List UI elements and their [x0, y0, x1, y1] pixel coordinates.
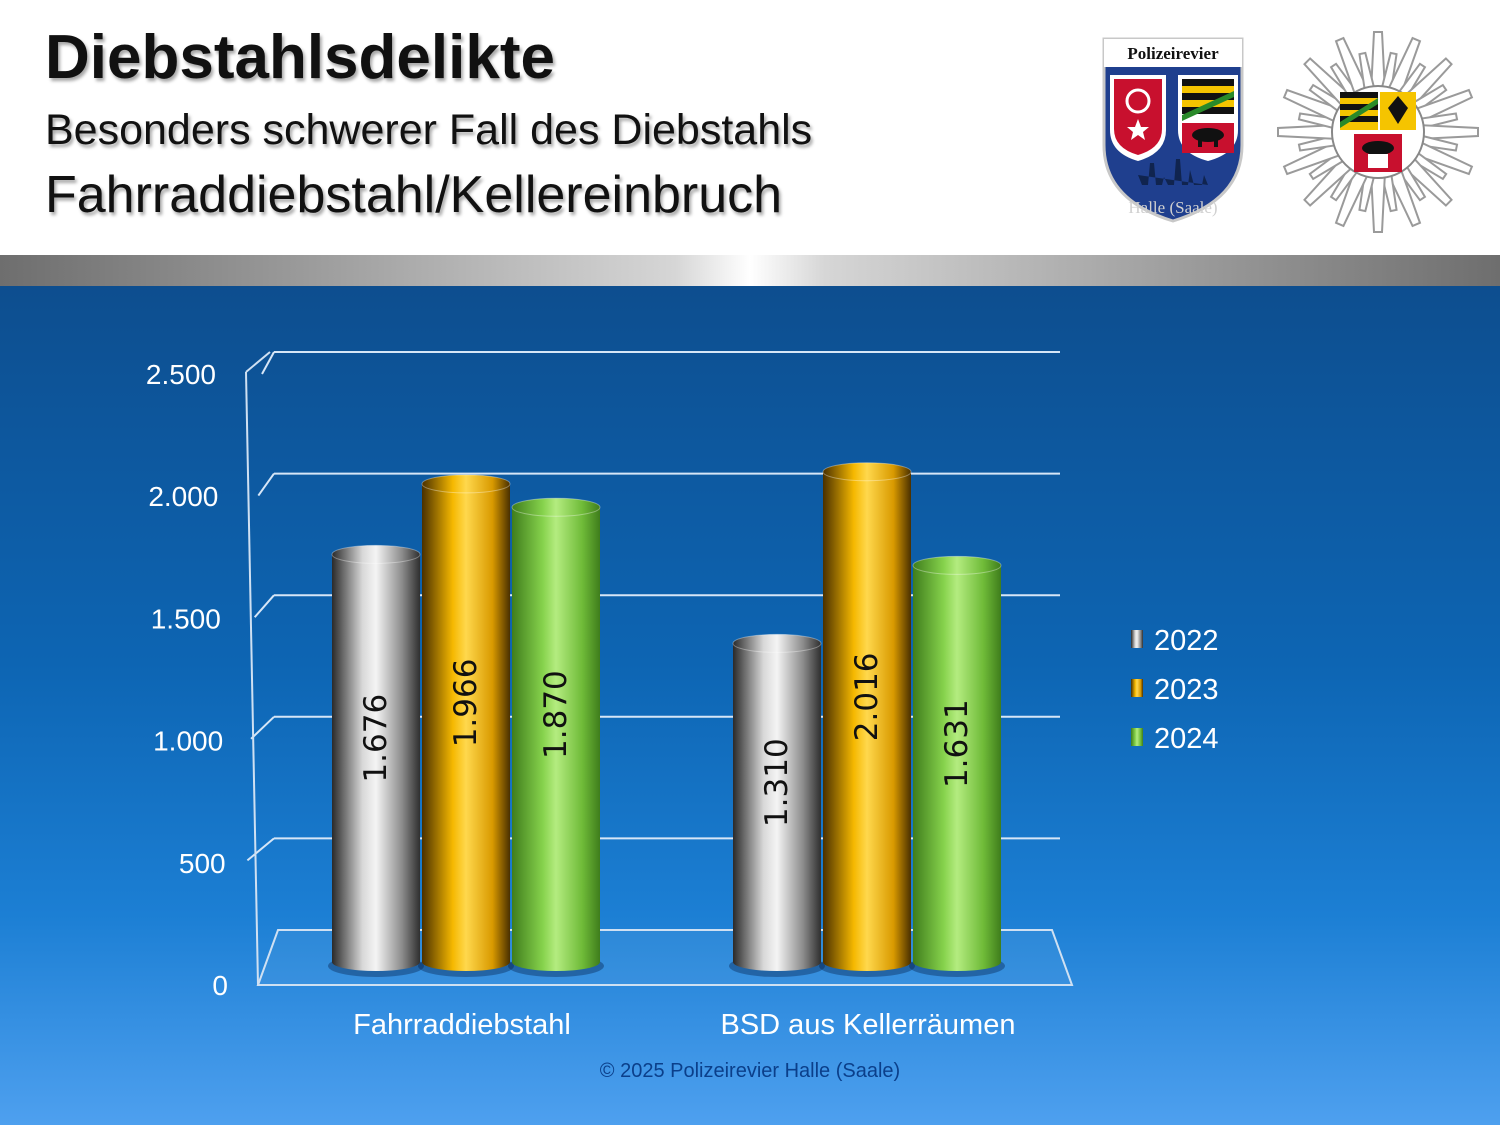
bar-top	[331, 544, 421, 564]
y-tick-label: 1.500	[151, 603, 221, 634]
bar: 1.631	[909, 555, 1005, 977]
police-star-logo	[1277, 31, 1479, 233]
subtitle-1: Besonders schwerer Fall des Diebstahls	[45, 106, 813, 154]
gridline-slant	[261, 351, 275, 375]
bar-value-label: 1.966	[448, 659, 484, 748]
shield-text-bottom: Halle (Saale)	[1128, 198, 1217, 217]
y-tick-label: 500	[179, 848, 226, 879]
bar: 2.016	[819, 462, 915, 977]
bar-value-label: 1.631	[939, 699, 975, 788]
y-tick-label: 2.000	[148, 481, 218, 512]
legend: 2022 2023 2024	[1131, 625, 1219, 755]
bar-top	[732, 633, 822, 653]
x-category-label: Fahrraddiebstahl	[353, 1009, 571, 1041]
gridline-slant	[257, 473, 275, 497]
bar-value-label: 1.870	[538, 670, 574, 759]
legend-label: 2023	[1154, 674, 1219, 706]
bar-body	[823, 471, 911, 971]
bar: 1.966	[418, 474, 514, 977]
bar-body	[332, 554, 420, 971]
header: Diebstahlsdelikte Besonders schwerer Fal…	[0, 0, 1500, 255]
legend-label: 2022	[1154, 625, 1219, 657]
shield-text-top: Polizeirevier	[1127, 44, 1219, 63]
subtitle-2: Fahrraddiebstahl/Kellereinbruch	[45, 166, 783, 224]
bar: 1.676	[328, 544, 424, 977]
bar-body	[422, 483, 510, 971]
legend-swatch	[1131, 630, 1143, 648]
y-tick-label: 2.500	[146, 359, 216, 390]
bar-body	[913, 565, 1001, 971]
y-axis-ticks: 0 500 1.000 1.500 2.000 2.500	[146, 359, 228, 1001]
bar-body	[512, 507, 600, 971]
bar-value-label: 1.310	[759, 738, 795, 827]
y-tick-label: 1.000	[153, 726, 223, 757]
gridline-slant	[253, 594, 275, 618]
bar: 1.870	[508, 497, 604, 977]
police-station-shield-logo: Polizeirevier Halle (Saale)	[1102, 37, 1244, 223]
gridline-slant	[246, 837, 275, 862]
copyright-text: © 2025 Polizeirevier Halle (Saale)	[599, 1060, 901, 1082]
legend-label: 2024	[1154, 723, 1219, 755]
bars: 1.676 1.966 1.870 1.310 2.016 1.631	[328, 462, 1005, 977]
bar-value-label: 2.016	[849, 652, 885, 741]
bar-top	[912, 555, 1002, 575]
bar-value-label: 1.676	[358, 694, 394, 783]
y-axis-line	[245, 371, 259, 986]
legend-swatch	[1131, 679, 1143, 697]
legend-swatch	[1131, 728, 1143, 746]
header-divider-band	[0, 255, 1500, 286]
x-axis-labels: Fahrraddiebstahl BSD aus Kellerräumen	[353, 1009, 1015, 1041]
bar-top	[822, 462, 912, 482]
bar: 1.310	[729, 633, 825, 977]
y-tick-label: 0	[212, 970, 228, 1001]
gridline-slant	[250, 716, 275, 740]
bar-top	[421, 474, 511, 494]
page-title: Diebstahlsdelikte	[45, 23, 555, 92]
bar-body	[733, 643, 821, 971]
bar-top	[511, 497, 601, 517]
y-axis-top	[245, 351, 271, 373]
x-category-label: BSD aus Kellerräumen	[721, 1009, 1016, 1041]
